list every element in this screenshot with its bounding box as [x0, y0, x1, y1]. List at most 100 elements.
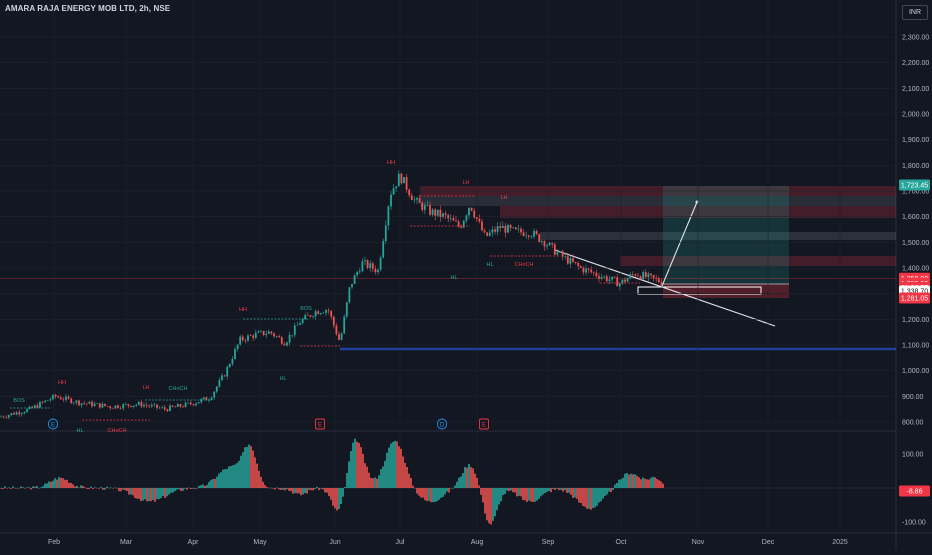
- oscillator-bar: [150, 488, 152, 502]
- symbol-title[interactable]: AMARA RAJA ENERGY MOB LTD, 2h, NSE: [5, 4, 171, 13]
- oscillator-bar: [486, 488, 488, 521]
- oscillator-bar: [622, 477, 624, 488]
- candle-body: [548, 242, 551, 246]
- candle-body: [460, 226, 463, 228]
- event-marker-icon[interactable]: E: [315, 418, 325, 430]
- oscillator-bar: [538, 488, 540, 499]
- oscillator-bar: [174, 488, 176, 492]
- oscillator-bar: [74, 486, 76, 488]
- structure-label: HH: [239, 307, 247, 313]
- price-badge-label: 1,338.70: [901, 289, 928, 296]
- oscillator-bar: [172, 488, 174, 493]
- candle-body: [353, 275, 356, 284]
- oscillator-bar: [186, 488, 188, 490]
- candle-body: [293, 325, 296, 335]
- oscillator-bar: [2, 488, 4, 489]
- oscillator-bar: [248, 444, 250, 488]
- candle-body: [626, 278, 629, 282]
- oscillator-bar: [446, 488, 448, 492]
- oscillator-bar: [606, 488, 608, 495]
- oscillator-bar: [106, 486, 108, 488]
- oscillator-bar: [28, 487, 30, 488]
- candle-body: [577, 262, 580, 267]
- candle-body: [525, 235, 528, 237]
- candle-body: [592, 272, 595, 273]
- candle-body: [13, 413, 15, 415]
- oscillator-bar: [68, 482, 70, 488]
- oscillator-bar: [246, 446, 248, 488]
- oscillator-bar: [628, 474, 630, 488]
- oscillator-bar: [170, 488, 172, 493]
- oscillator-bar: [180, 488, 182, 492]
- candle-body: [96, 403, 99, 404]
- oscillator-bar: [152, 488, 154, 501]
- oscillator-bar: [520, 488, 522, 497]
- candle-body: [501, 225, 504, 228]
- oscillator-bar: [620, 479, 622, 488]
- oscillator-bar: [166, 488, 168, 497]
- candle-body: [31, 406, 34, 408]
- oscillator-bar: [404, 462, 406, 488]
- event-marker-icon[interactable]: E: [479, 418, 489, 430]
- candle-body: [384, 225, 387, 242]
- candle-body: [150, 404, 153, 407]
- oscillator-bar: [118, 488, 120, 492]
- price-badge: [899, 292, 930, 304]
- oscillator-bar: [516, 488, 518, 497]
- oscillator-bar: [8, 487, 10, 488]
- candle-body: [457, 221, 460, 227]
- oscillator-bar: [110, 487, 112, 489]
- candle-body: [455, 220, 457, 222]
- candle-body: [564, 256, 567, 257]
- candle-body: [249, 335, 252, 337]
- candle-body: [345, 302, 348, 317]
- oscillator-bar: [448, 488, 450, 493]
- oscillator-bar: [472, 468, 474, 488]
- event-marker-icon[interactable]: D: [437, 418, 447, 430]
- event-marker-icon[interactable]: E: [48, 418, 58, 430]
- oscillator-bar: [176, 488, 178, 490]
- oscillator-bar: [596, 488, 598, 506]
- candle-body: [104, 403, 106, 406]
- oscillator-bar: [92, 488, 94, 490]
- oscillator-bar: [616, 482, 618, 488]
- price-tick-label: 800.00: [902, 420, 924, 427]
- oscillator-bar: [184, 488, 186, 489]
- oscillator-bar: [268, 487, 270, 489]
- candle-body: [280, 337, 283, 344]
- price-tick-label: 2,100.00: [902, 86, 929, 93]
- oscillator-bar: [624, 473, 626, 488]
- candle-body: [330, 311, 333, 317]
- oscillator-bar: [634, 474, 636, 488]
- oscillator-bar: [506, 488, 508, 491]
- currency-button[interactable]: INR: [902, 5, 928, 20]
- oscillator-bar: [132, 488, 134, 496]
- candle-body: [260, 330, 262, 332]
- oscillator-bar: [328, 488, 330, 497]
- oscillator-bar: [252, 450, 254, 488]
- axes: 2,300.00 2,200.00 2,100.00 2,000.00 1,900.00…: [48, 35, 930, 546]
- oscillator-bar: [126, 488, 128, 492]
- candle-body: [148, 405, 151, 407]
- candle-body: [585, 268, 587, 273]
- candle-body: [447, 215, 450, 219]
- event-markers[interactable]: E D EE: [48, 418, 489, 430]
- oscillator-bar: [156, 488, 158, 500]
- oscillator-bar: [198, 485, 200, 488]
- candle-body: [57, 396, 60, 398]
- oscillator-bar: [142, 488, 144, 501]
- supply-zone: [540, 232, 896, 240]
- oscillator-bar: [638, 477, 640, 488]
- candle-body: [231, 358, 234, 364]
- candle-body: [65, 396, 67, 400]
- oscillator-bar: [266, 486, 268, 488]
- oscillator-bar: [332, 488, 334, 506]
- oscillator-bar: [572, 488, 574, 498]
- oscillator-bar: [96, 487, 98, 489]
- candle-body: [364, 260, 366, 262]
- candle-body: [325, 310, 327, 313]
- candle-body: [143, 404, 145, 407]
- candle-body: [70, 398, 73, 404]
